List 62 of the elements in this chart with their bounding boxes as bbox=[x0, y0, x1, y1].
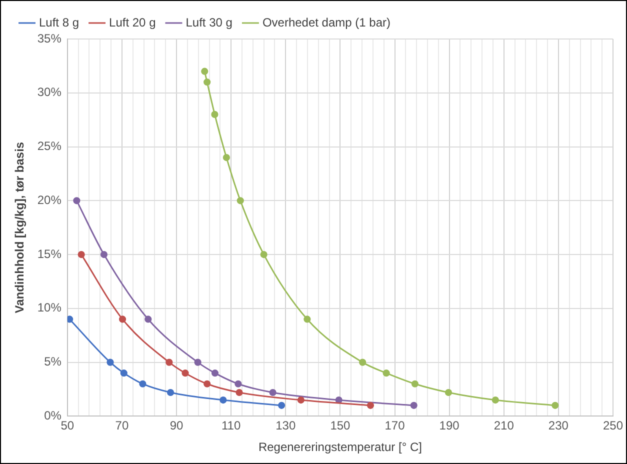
point bbox=[492, 396, 499, 404]
point bbox=[411, 380, 418, 388]
y-tick-label: 15% bbox=[37, 246, 62, 261]
point bbox=[100, 250, 108, 258]
point bbox=[106, 358, 114, 366]
point bbox=[204, 78, 211, 86]
legend-label: Luft 8 g bbox=[39, 15, 80, 30]
point bbox=[67, 316, 74, 323]
point bbox=[211, 370, 219, 377]
point bbox=[78, 250, 85, 258]
y-tick-label: 30% bbox=[37, 85, 62, 100]
y-tick-label: 10% bbox=[37, 300, 62, 315]
x-tick-label: 190 bbox=[439, 418, 460, 433]
point bbox=[118, 316, 126, 323]
legend-label: Luft 20 g bbox=[109, 15, 156, 30]
point bbox=[236, 197, 244, 204]
point bbox=[144, 316, 152, 323]
y-tick-label: 20% bbox=[37, 192, 62, 207]
y-tick-label: 35% bbox=[37, 31, 62, 46]
point bbox=[204, 380, 211, 388]
point bbox=[220, 396, 227, 404]
x-tick-label: 210 bbox=[494, 418, 514, 433]
y-tick-label: 25% bbox=[37, 139, 62, 154]
x-tick-label: 70 bbox=[115, 418, 129, 433]
point bbox=[236, 388, 243, 396]
x-tick-label: 90 bbox=[170, 418, 184, 433]
point bbox=[194, 358, 202, 366]
legend-label: Overhedet damp (1 bar) bbox=[262, 15, 391, 30]
point bbox=[166, 358, 173, 366]
point bbox=[201, 68, 208, 75]
point bbox=[120, 370, 128, 377]
y-tick-label: 5% bbox=[44, 354, 62, 369]
y-axis-title: Vandinhhold [kg/kg], tør basis bbox=[12, 142, 27, 314]
x-tick-label: 130 bbox=[276, 418, 296, 433]
x-tick-label: 230 bbox=[548, 418, 569, 433]
point bbox=[234, 380, 242, 388]
point bbox=[278, 402, 286, 409]
y-tick-label: 0% bbox=[44, 408, 62, 423]
point bbox=[73, 197, 80, 204]
point bbox=[444, 388, 452, 396]
point bbox=[359, 358, 366, 366]
point bbox=[166, 388, 174, 396]
point bbox=[222, 154, 230, 162]
point bbox=[382, 370, 390, 377]
x-tick-label: 170 bbox=[384, 418, 406, 433]
x-axis-title: Regenereringstemperatur [° C] bbox=[258, 440, 422, 454]
x-tick-label: 50 bbox=[60, 418, 74, 433]
point bbox=[304, 316, 311, 323]
legend-label: Luft 30 g bbox=[186, 15, 232, 30]
point bbox=[297, 396, 304, 404]
point bbox=[182, 370, 189, 377]
point bbox=[260, 250, 268, 258]
point bbox=[552, 402, 559, 409]
x-tick-label: 150 bbox=[330, 418, 351, 433]
point bbox=[366, 402, 374, 409]
point bbox=[335, 396, 342, 404]
x-tick-label: 250 bbox=[602, 418, 624, 433]
point bbox=[211, 110, 218, 118]
point bbox=[410, 402, 418, 409]
point bbox=[139, 380, 146, 388]
point bbox=[269, 388, 276, 396]
x-tick-label: 110 bbox=[222, 418, 241, 433]
